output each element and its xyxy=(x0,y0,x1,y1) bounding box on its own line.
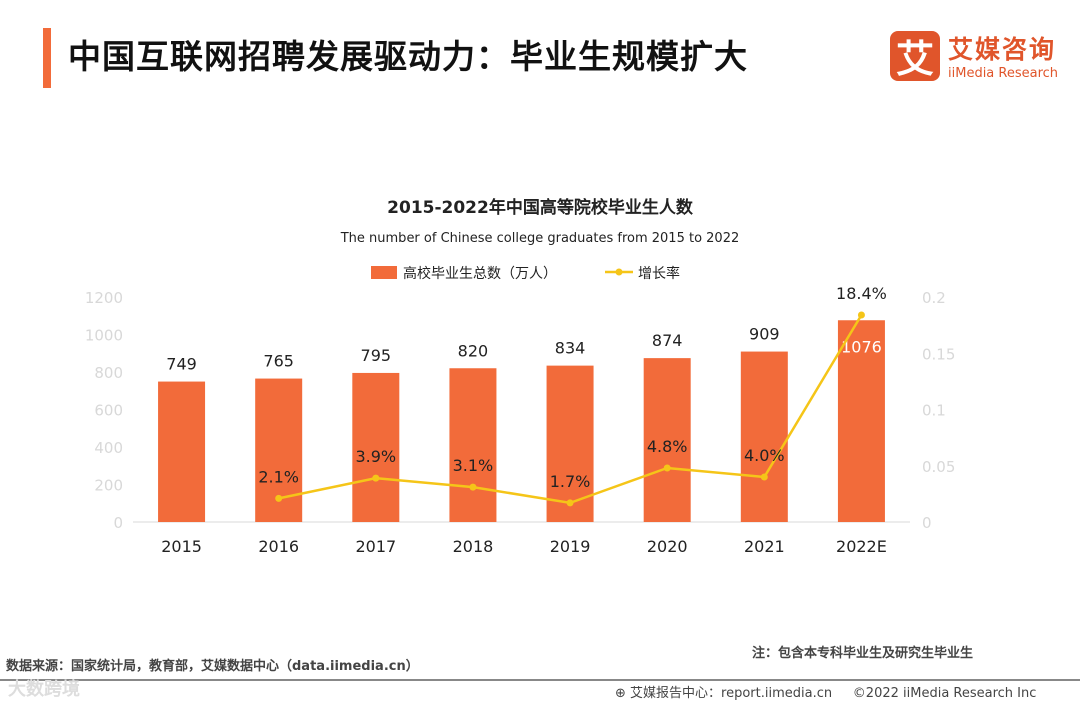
chart: 2015-2022年中国高等院校毕业生人数 The number of Chine… xyxy=(85,197,956,556)
logo-mark: 艾 xyxy=(890,30,940,81)
y-right-tick: 0.05 xyxy=(922,458,955,476)
y-left-tick: 1000 xyxy=(85,327,123,345)
growth-point xyxy=(857,311,865,319)
x-tick-label: 2015 xyxy=(161,537,202,556)
bar xyxy=(449,368,497,522)
watermark: 大数跨境 xyxy=(8,679,80,700)
report-link[interactable]: 艾媒报告中心：report.iimedia.cn xyxy=(630,686,833,701)
y-left-tick: 600 xyxy=(94,402,123,420)
data-source: 数据来源：国家统计局，教育部，艾媒数据中心（data.iimedia.cn） xyxy=(6,659,419,674)
y-left-tick: 200 xyxy=(94,477,123,495)
y-right-tick: 0.1 xyxy=(922,402,946,420)
copyright: ©2022 iiMedia Research Inc xyxy=(852,686,1037,701)
footer-info: ⊕ 艾媒报告中心：report.iimedia.cn ©2022 iiMedia… xyxy=(615,682,1036,701)
x-tick-label: 2022E xyxy=(836,537,887,556)
bar-value-label: 749 xyxy=(166,355,197,374)
growth-label: 1.7% xyxy=(550,472,591,491)
page-title: 中国互联网招聘发展驱动力：毕业生规模扩大 xyxy=(68,37,748,76)
bar-value-label: 820 xyxy=(458,341,489,360)
globe-icon: ⊕ xyxy=(615,686,626,701)
legend-swatch-bar xyxy=(371,266,397,279)
legend-label-line: 增长率 xyxy=(638,265,680,282)
y-right-tick: 0 xyxy=(922,514,932,532)
bar xyxy=(837,320,885,522)
bar xyxy=(546,365,594,522)
x-tick-label: 2019 xyxy=(550,537,591,556)
growth-label: 4.0% xyxy=(744,446,785,465)
bar-value-label: 834 xyxy=(555,339,586,358)
iimedia-logo: 艾 艾媒咨询 iiMedia Research xyxy=(890,30,1058,81)
y-left-tick: 0 xyxy=(113,514,123,532)
bar xyxy=(352,372,400,522)
bar-value-label: 765 xyxy=(263,352,294,371)
bar-value-label: 909 xyxy=(749,325,780,344)
x-tick-label: 2017 xyxy=(355,537,396,556)
legend-label-bar: 高校毕业生总数（万人） xyxy=(403,265,557,282)
growth-label: 4.8% xyxy=(647,437,688,456)
footer-divider xyxy=(0,679,1080,681)
bar-value-label: 795 xyxy=(361,346,392,365)
growth-label: 2.1% xyxy=(258,467,299,486)
y-right-tick: 0.2 xyxy=(922,289,946,307)
logo-cn: 艾媒咨询 xyxy=(948,35,1057,64)
bar-value-label: 1076 xyxy=(841,337,882,356)
growth-point xyxy=(275,494,283,502)
growth-label: 3.1% xyxy=(453,456,494,475)
title-accent-bar xyxy=(43,28,51,88)
x-tick-label: 2018 xyxy=(453,537,494,556)
growth-label: 18.4% xyxy=(836,284,887,303)
bar-value-label: 874 xyxy=(652,331,683,350)
chart-note: 注：包含本专科毕业生及研究生毕业生 xyxy=(752,646,974,661)
y-left-tick: 1200 xyxy=(85,289,123,307)
growth-point xyxy=(566,499,574,507)
y-right-tick: 0.15 xyxy=(922,345,955,363)
x-tick-label: 2016 xyxy=(258,537,299,556)
growth-point xyxy=(469,483,477,491)
growth-label: 3.9% xyxy=(355,447,396,466)
x-tick-label: 2021 xyxy=(744,537,785,556)
growth-point xyxy=(663,464,671,472)
bar xyxy=(158,381,206,522)
legend-marker-line xyxy=(615,268,623,276)
y-left-tick: 400 xyxy=(94,439,123,457)
y-left-tick: 800 xyxy=(94,364,123,382)
growth-point xyxy=(372,474,380,482)
x-tick-label: 2020 xyxy=(647,537,688,556)
growth-point xyxy=(760,473,768,481)
chart-subtitle: The number of Chinese college graduates … xyxy=(340,231,740,246)
logo-en: iiMedia Research xyxy=(948,66,1059,81)
chart-title: 2015-2022年中国高等院校毕业生人数 xyxy=(387,197,694,218)
bar xyxy=(740,351,788,522)
bar xyxy=(643,358,691,522)
